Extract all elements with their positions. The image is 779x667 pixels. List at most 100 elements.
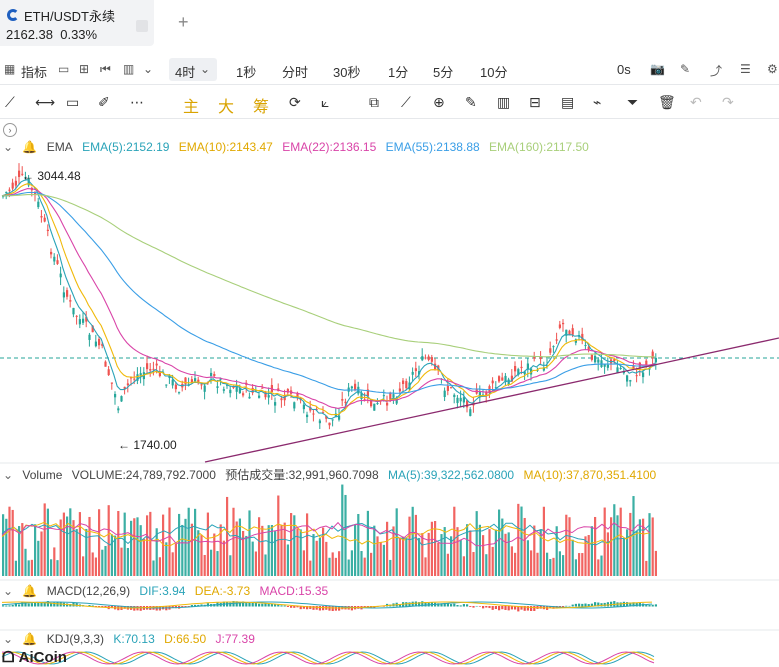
volume-bar <box>446 553 449 576</box>
chevron-down-icon[interactable]: ⌄ <box>143 62 154 76</box>
zoom-in-icon[interactable]: ⊕ <box>433 94 445 110</box>
interval-30s[interactable]: 30秒 <box>333 65 361 80</box>
ema-name: EMA <box>46 140 73 154</box>
interval-dropdown[interactable]: 4时 <box>175 65 196 80</box>
macd-bar <box>530 606 533 611</box>
candle-body <box>91 325 94 333</box>
horizontal-line-icon[interactable]: ⟷ <box>35 94 56 110</box>
candle-type-icon[interactable]: ▥ <box>123 62 135 76</box>
chevron-down-icon[interactable]: ⌄ <box>3 468 14 482</box>
redo-icon[interactable]: ↷ <box>722 94 734 110</box>
volume-bar <box>584 536 587 576</box>
price-chart[interactable] <box>0 118 779 667</box>
interval-timeline[interactable]: 分时 <box>282 65 309 80</box>
paint-icon[interactable]: ✎ <box>465 94 477 110</box>
interval-selected-bg[interactable] <box>169 58 217 81</box>
volume-bar <box>267 525 270 576</box>
macd-bar <box>280 605 283 607</box>
candles-icon[interactable]: ▥ <box>497 94 511 110</box>
volume-bar <box>91 552 94 576</box>
collapse-panel-icon[interactable]: › <box>3 123 17 137</box>
volume-bar <box>8 506 11 576</box>
volume-bar <box>498 509 501 576</box>
macd-line <box>1 601 653 609</box>
undo-icon[interactable]: ↶ <box>690 94 702 110</box>
interval-1s[interactable]: 1秒 <box>236 65 257 80</box>
replay-icon[interactable]: ⏮ <box>100 62 111 76</box>
more-icon[interactable]: ⋯ <box>130 94 144 110</box>
macd-bar <box>597 602 600 607</box>
volume-bar <box>402 536 405 576</box>
macd-bar <box>200 604 203 607</box>
note-icon[interactable]: ▤ <box>561 94 575 110</box>
template-icon[interactable]: ▭ <box>58 62 70 76</box>
indicator-button[interactable]: 指标 <box>21 65 48 80</box>
volume-bar <box>395 508 398 576</box>
tab-close-icon[interactable] <box>136 20 148 32</box>
macd-bar <box>254 602 257 607</box>
volume-bar <box>226 496 229 576</box>
share-icon[interactable]: ⤴ <box>710 64 723 78</box>
chip-button[interactable]: 筹 <box>253 99 270 116</box>
candle-body <box>98 338 101 346</box>
trend-line-icon[interactable]: ⟋ <box>5 94 15 110</box>
candle-body <box>56 260 59 264</box>
macd-name: MACD(12,26,9) <box>46 584 131 598</box>
ema10-line <box>1 183 656 416</box>
candle-body <box>226 384 229 386</box>
volume-bar <box>523 517 526 576</box>
candle-body <box>430 357 433 362</box>
volume-bar <box>162 514 165 576</box>
volume-bar <box>386 521 389 576</box>
layout-icon[interactable]: ⊞ <box>79 62 90 76</box>
pen-icon[interactable]: ✐ <box>98 94 110 110</box>
rectangle-icon[interactable]: ▭ <box>66 94 80 110</box>
chevron-down-icon[interactable]: ⌄ <box>3 632 14 646</box>
big-order-button[interactable]: 大 <box>218 99 235 116</box>
lock-icon[interactable]: ⊟ <box>529 94 541 110</box>
chevron-down-icon[interactable]: ⌄ <box>3 584 14 598</box>
interval-1m[interactable]: 1分 <box>388 65 409 80</box>
measure-icon[interactable]: ⟀ <box>321 94 330 110</box>
main-force-button[interactable]: 主 <box>183 99 200 116</box>
macd-bar <box>277 604 280 607</box>
copy-icon[interactable]: ⧉ <box>369 94 379 110</box>
filter-icon[interactable]: ⏷ <box>627 94 639 110</box>
ruler-icon[interactable]: ⟋ <box>401 94 411 110</box>
macd-bar <box>578 603 581 607</box>
macd-bar <box>645 605 648 607</box>
volume-bar <box>213 533 216 576</box>
volume-bar <box>389 559 392 576</box>
add-tab-icon[interactable]: + <box>178 12 189 32</box>
candle-body <box>587 346 590 351</box>
settings-list-icon[interactable]: ☰ <box>740 62 751 76</box>
indicator-chart-icon[interactable]: ▦ <box>4 62 16 76</box>
bell-icon[interactable]: 🔔 <box>22 140 38 154</box>
volume-bar <box>341 484 344 576</box>
gear-icon[interactable]: ⚙ <box>767 62 778 76</box>
volume-bar <box>613 504 616 576</box>
candle-body <box>261 387 264 389</box>
high-price-label: ← 3044.48 <box>22 169 81 183</box>
magnet-icon[interactable]: ⌁ <box>593 94 602 110</box>
chevron-down-icon[interactable]: ⌄ <box>200 62 211 76</box>
volume-bar <box>43 503 46 576</box>
volume-bar <box>210 549 213 576</box>
macd-bar <box>264 603 267 607</box>
macd-bar <box>197 604 200 607</box>
camera-icon[interactable]: 📷 <box>650 62 665 76</box>
chevron-down-icon[interactable]: ⌄ <box>3 140 14 154</box>
trash-icon[interactable]: 🗑 <box>658 94 676 110</box>
interval-10m[interactable]: 10分 <box>480 65 508 80</box>
volume-bar <box>318 537 321 576</box>
bell-icon[interactable]: 🔔 <box>22 632 38 646</box>
volume-bar <box>5 518 8 576</box>
sync-icon[interactable]: ⟳ <box>289 94 301 110</box>
volume-bar <box>651 517 654 576</box>
bell-icon[interactable]: 🔔 <box>22 584 38 598</box>
interval-5m[interactable]: 5分 <box>433 65 454 80</box>
volume-bar <box>146 515 149 576</box>
edit-icon[interactable]: ✎ <box>680 62 691 76</box>
volume-bar <box>421 533 424 576</box>
symbol-tab[interactable] <box>0 0 154 46</box>
